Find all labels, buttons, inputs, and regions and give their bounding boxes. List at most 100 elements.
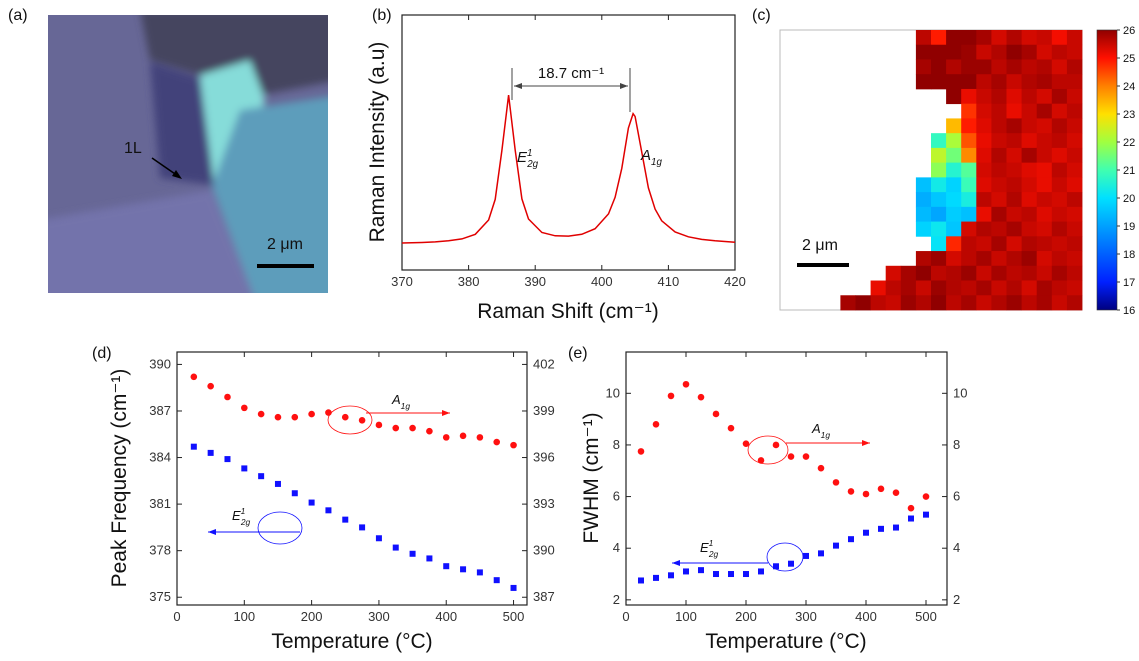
heat-cell [915,206,932,222]
data-point [713,571,719,578]
data-point [742,440,750,447]
heat-cell [1006,280,1022,296]
heat-cell [931,236,947,252]
y-tick-label: 8 [613,437,620,452]
scale-bar-label: 2 μm [267,236,303,253]
peak-label: A1g [391,392,410,411]
y-tick-label: 4 [953,540,960,555]
heat-cell [1021,206,1038,222]
heat-cell [991,59,1007,75]
heat-cell [976,251,992,267]
heat-cell [1021,59,1038,75]
data-point [712,410,720,418]
peak-label: A1g [640,147,662,168]
x-tick-label: 410 [658,274,680,289]
heat-cell [915,59,932,75]
heat-cell [1051,147,1068,164]
y-tick-label: 399 [533,403,555,418]
y-tick-label: 387 [149,403,171,418]
data-point [743,571,749,578]
data-point [409,424,416,432]
y-tick-label: 381 [149,496,171,511]
arrowhead [672,560,680,566]
heat-cell [946,206,962,222]
x-tick-label: 300 [368,609,390,624]
heat-cell [1021,133,1038,149]
data-point [459,432,467,440]
heat-cell [1036,118,1053,134]
data-point [878,525,884,532]
heat-cell [1066,206,1083,222]
heat-cell [961,30,977,46]
x-axis-title: Raman Shift (cm⁻¹) [477,300,658,323]
heat-cell [931,44,947,60]
heat-cell [1021,236,1038,252]
heat-cell [991,236,1007,252]
heat-cell [976,295,992,311]
label-base: A [391,392,401,407]
heat-cell [961,206,977,222]
heat-cell [1006,251,1022,267]
heat-cell [1036,280,1053,296]
y-tick-label: 8 [953,437,960,452]
heat-cell [1021,280,1038,296]
heat-cell [885,265,902,281]
heat-cell [1066,74,1083,90]
heat-cell [1066,162,1083,178]
data-point [758,568,764,575]
data-point [862,490,870,498]
heat-cell [1021,74,1038,90]
label-sub: 1g [651,157,662,168]
arrow [151,157,179,177]
y-tick-label: 10 [953,385,967,400]
data-point [907,504,915,512]
data-point [637,448,645,455]
heat-cell [991,103,1007,119]
heat-cell [1036,162,1053,178]
data-point [358,416,366,424]
heat-cell [1051,221,1068,237]
heat-cell [1051,133,1068,149]
data-point [224,393,231,401]
heat-cell [961,221,977,237]
heat-cell [961,236,977,252]
data-point [802,453,810,460]
heat-cell [1051,177,1068,193]
data-point [291,490,298,497]
heat-cell [991,251,1007,267]
data-point [653,574,659,581]
highlight-ellipse [747,435,789,465]
x-tick-label: 0 [622,609,629,624]
data-point [426,427,433,435]
x-tick-label: 500 [915,609,937,624]
heat-cell [976,177,992,193]
heat-cell [961,74,977,90]
heat-cell [1006,221,1022,237]
heat-cell [1036,206,1053,222]
heat-cell [991,206,1007,222]
heat-cell [961,44,977,60]
heat-cell [1036,236,1053,252]
heat-cell [991,147,1007,164]
label-sub: 2g [526,159,538,170]
heat-cell [1021,295,1038,311]
heat-cell [946,280,962,296]
heat-cell [1051,295,1068,311]
heat-cell [870,280,887,296]
colorbar-tick-label: 24 [1123,81,1135,93]
heat-cell [931,280,947,296]
heat-cell [946,265,962,281]
heat-cell [1006,59,1022,75]
data-point [682,380,690,388]
heat-cell [946,177,962,193]
heat-cell [931,30,947,46]
heat-cell [961,133,977,149]
data-point [426,555,433,562]
label-base: E [517,149,528,166]
y-tick-label: 10 [606,385,620,400]
heat-cell [961,280,977,296]
panel-label: (a) [8,7,28,24]
data-point [392,424,400,432]
x-tick-label: 100 [675,609,697,624]
heat-cell [915,30,932,46]
